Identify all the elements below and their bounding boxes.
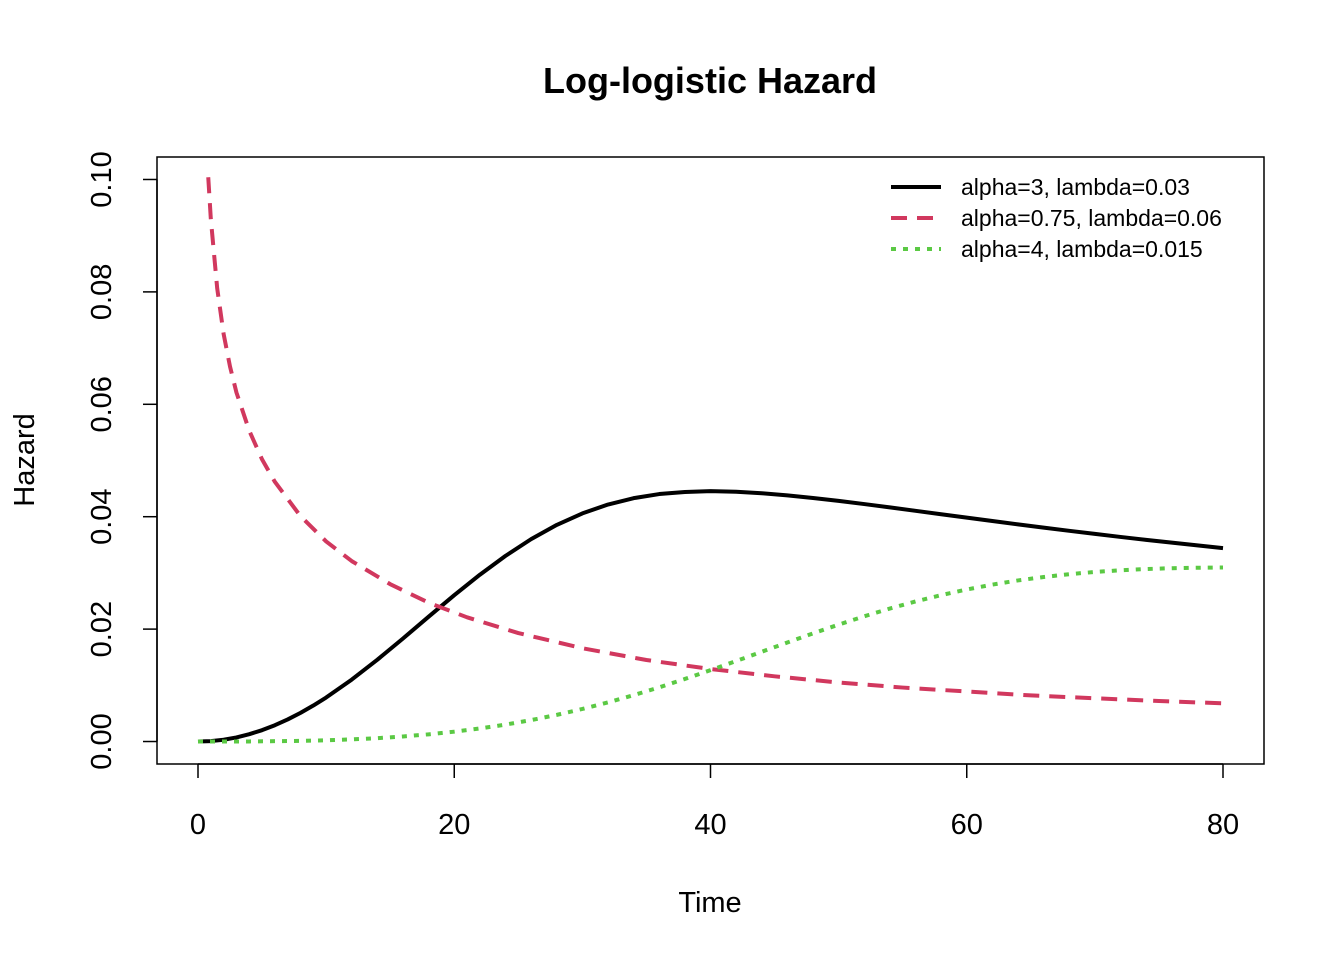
x-tick-label: 40 bbox=[694, 809, 726, 841]
legend-label-3: alpha=4, lambda=0.015 bbox=[961, 236, 1203, 262]
legend: alpha=3, lambda=0.03 alpha=0.75, lambda=0… bbox=[891, 174, 1222, 262]
y-tick-label: 0.00 bbox=[86, 713, 118, 769]
y-tick-label: 0.06 bbox=[86, 376, 118, 432]
y-tick-label: 0.10 bbox=[86, 151, 118, 207]
x-axis-label: Time bbox=[678, 887, 741, 919]
chart-title: Log-logistic Hazard bbox=[543, 60, 877, 101]
x-tick-label: 20 bbox=[438, 809, 470, 841]
x-tick-label: 80 bbox=[1207, 809, 1239, 841]
x-tick-label: 60 bbox=[951, 809, 983, 841]
y-tick-label: 0.08 bbox=[86, 264, 118, 320]
series-line-3 bbox=[197, 565, 1224, 744]
y-tick-label: 0.04 bbox=[86, 488, 118, 544]
y-axis: 0.00 0.02 0.04 0.06 0.08 0.10 bbox=[86, 151, 158, 770]
series-line-1 bbox=[197, 489, 1224, 744]
legend-label-1: alpha=3, lambda=0.03 bbox=[961, 174, 1190, 200]
y-axis-label: Hazard bbox=[9, 413, 41, 507]
x-tick-label: 0 bbox=[190, 809, 206, 841]
legend-label-2: alpha=0.75, lambda=0.06 bbox=[961, 205, 1222, 231]
x-axis: 0 20 40 60 80 bbox=[190, 763, 1239, 841]
series-layer bbox=[197, 177, 1224, 744]
y-tick-label: 0.02 bbox=[86, 601, 118, 657]
